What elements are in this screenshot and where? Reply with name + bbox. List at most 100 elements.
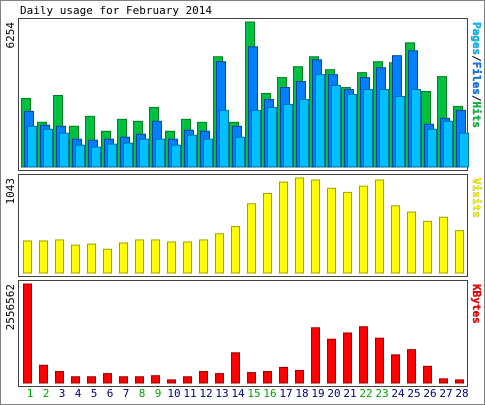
bar <box>423 365 432 384</box>
y-tick-label: 6254 <box>4 22 17 49</box>
x-tick-label: 1 <box>27 387 34 400</box>
bar <box>151 375 160 384</box>
bar <box>199 371 208 384</box>
x-tick-label: 13 <box>215 387 228 400</box>
x-tick-label: 15 <box>247 387 260 400</box>
x-tick-label: 7 <box>123 387 130 400</box>
bar <box>375 337 384 384</box>
bar <box>315 74 325 168</box>
bar <box>263 371 272 384</box>
bar <box>43 128 53 168</box>
chart-title: Daily usage for February 2014 <box>20 4 212 17</box>
bar <box>459 132 469 168</box>
bar <box>347 93 357 168</box>
bar <box>71 244 80 274</box>
bar <box>75 144 85 168</box>
bar <box>155 138 165 168</box>
bar <box>391 205 400 274</box>
bar <box>407 349 416 384</box>
bar <box>263 192 272 274</box>
bar <box>135 239 144 274</box>
bar <box>359 326 368 384</box>
bar <box>187 134 197 168</box>
bar <box>455 379 464 384</box>
bar <box>235 136 245 168</box>
y-tick-label: 2556562 <box>4 284 17 330</box>
bar <box>107 143 117 168</box>
x-tick-label: 6 <box>107 387 114 400</box>
bar <box>279 181 288 274</box>
bar <box>103 373 112 384</box>
legend-entry: Hits <box>470 102 483 129</box>
bar <box>427 128 437 168</box>
x-tick-label: 25 <box>407 387 420 400</box>
bar <box>231 352 240 384</box>
bar <box>103 248 112 274</box>
bar <box>439 378 448 384</box>
bar <box>151 239 160 274</box>
bar <box>219 109 229 168</box>
panel-box <box>18 280 468 387</box>
x-tick-label: 4 <box>75 387 82 400</box>
bar <box>443 120 453 168</box>
y-tick-label: 1043 <box>4 178 17 205</box>
legend-entry: KBytes <box>470 284 483 324</box>
bar <box>267 106 277 168</box>
x-tick-label: 20 <box>327 387 340 400</box>
bar <box>215 233 224 274</box>
bar <box>295 369 304 384</box>
bar <box>91 146 101 168</box>
bar <box>135 376 144 384</box>
bar <box>231 226 240 274</box>
x-tick-label: 27 <box>439 387 452 400</box>
x-tick-label: 24 <box>391 387 405 400</box>
bar <box>203 138 213 168</box>
x-tick-label: 8 <box>139 387 146 400</box>
bar <box>23 283 32 384</box>
bar <box>379 89 389 168</box>
bar <box>215 373 224 384</box>
bar <box>343 191 352 274</box>
bar <box>343 332 352 384</box>
x-tick-label: 22 <box>359 387 372 400</box>
bar <box>167 241 176 274</box>
x-tick-label: 2 <box>43 387 50 400</box>
x-tick-label: 19 <box>311 387 324 400</box>
x-tick-label: 11 <box>183 387 196 400</box>
panel-box <box>18 174 468 277</box>
bar <box>283 103 293 168</box>
x-tick-label: 26 <box>423 387 436 400</box>
bar <box>167 379 176 384</box>
bar <box>407 211 416 274</box>
x-tick-label: 12 <box>199 387 212 400</box>
bar <box>331 85 341 168</box>
bar <box>27 125 37 168</box>
bar <box>279 366 288 384</box>
bar <box>311 179 320 274</box>
bar <box>455 230 464 274</box>
bar <box>55 239 64 274</box>
bar <box>59 132 69 168</box>
bar <box>327 187 336 274</box>
bar <box>39 240 48 274</box>
bar <box>375 179 384 274</box>
bar <box>295 177 304 274</box>
bar <box>311 327 320 384</box>
x-tick-label: 5 <box>91 387 98 400</box>
legend: Visits <box>470 178 483 218</box>
x-tick-label: 16 <box>263 387 276 400</box>
bar <box>439 216 448 274</box>
bar <box>423 220 432 274</box>
x-tick-label: 3 <box>59 387 66 400</box>
bar <box>71 376 80 384</box>
legend-separator: / <box>470 95 483 102</box>
legend: KBytes <box>470 284 483 324</box>
bar <box>391 354 400 384</box>
bar <box>87 243 96 274</box>
bar <box>199 239 208 274</box>
bar <box>123 142 133 168</box>
x-tick-label: 9 <box>155 387 162 400</box>
x-tick-label: 28 <box>455 387 468 400</box>
bar <box>171 144 181 168</box>
